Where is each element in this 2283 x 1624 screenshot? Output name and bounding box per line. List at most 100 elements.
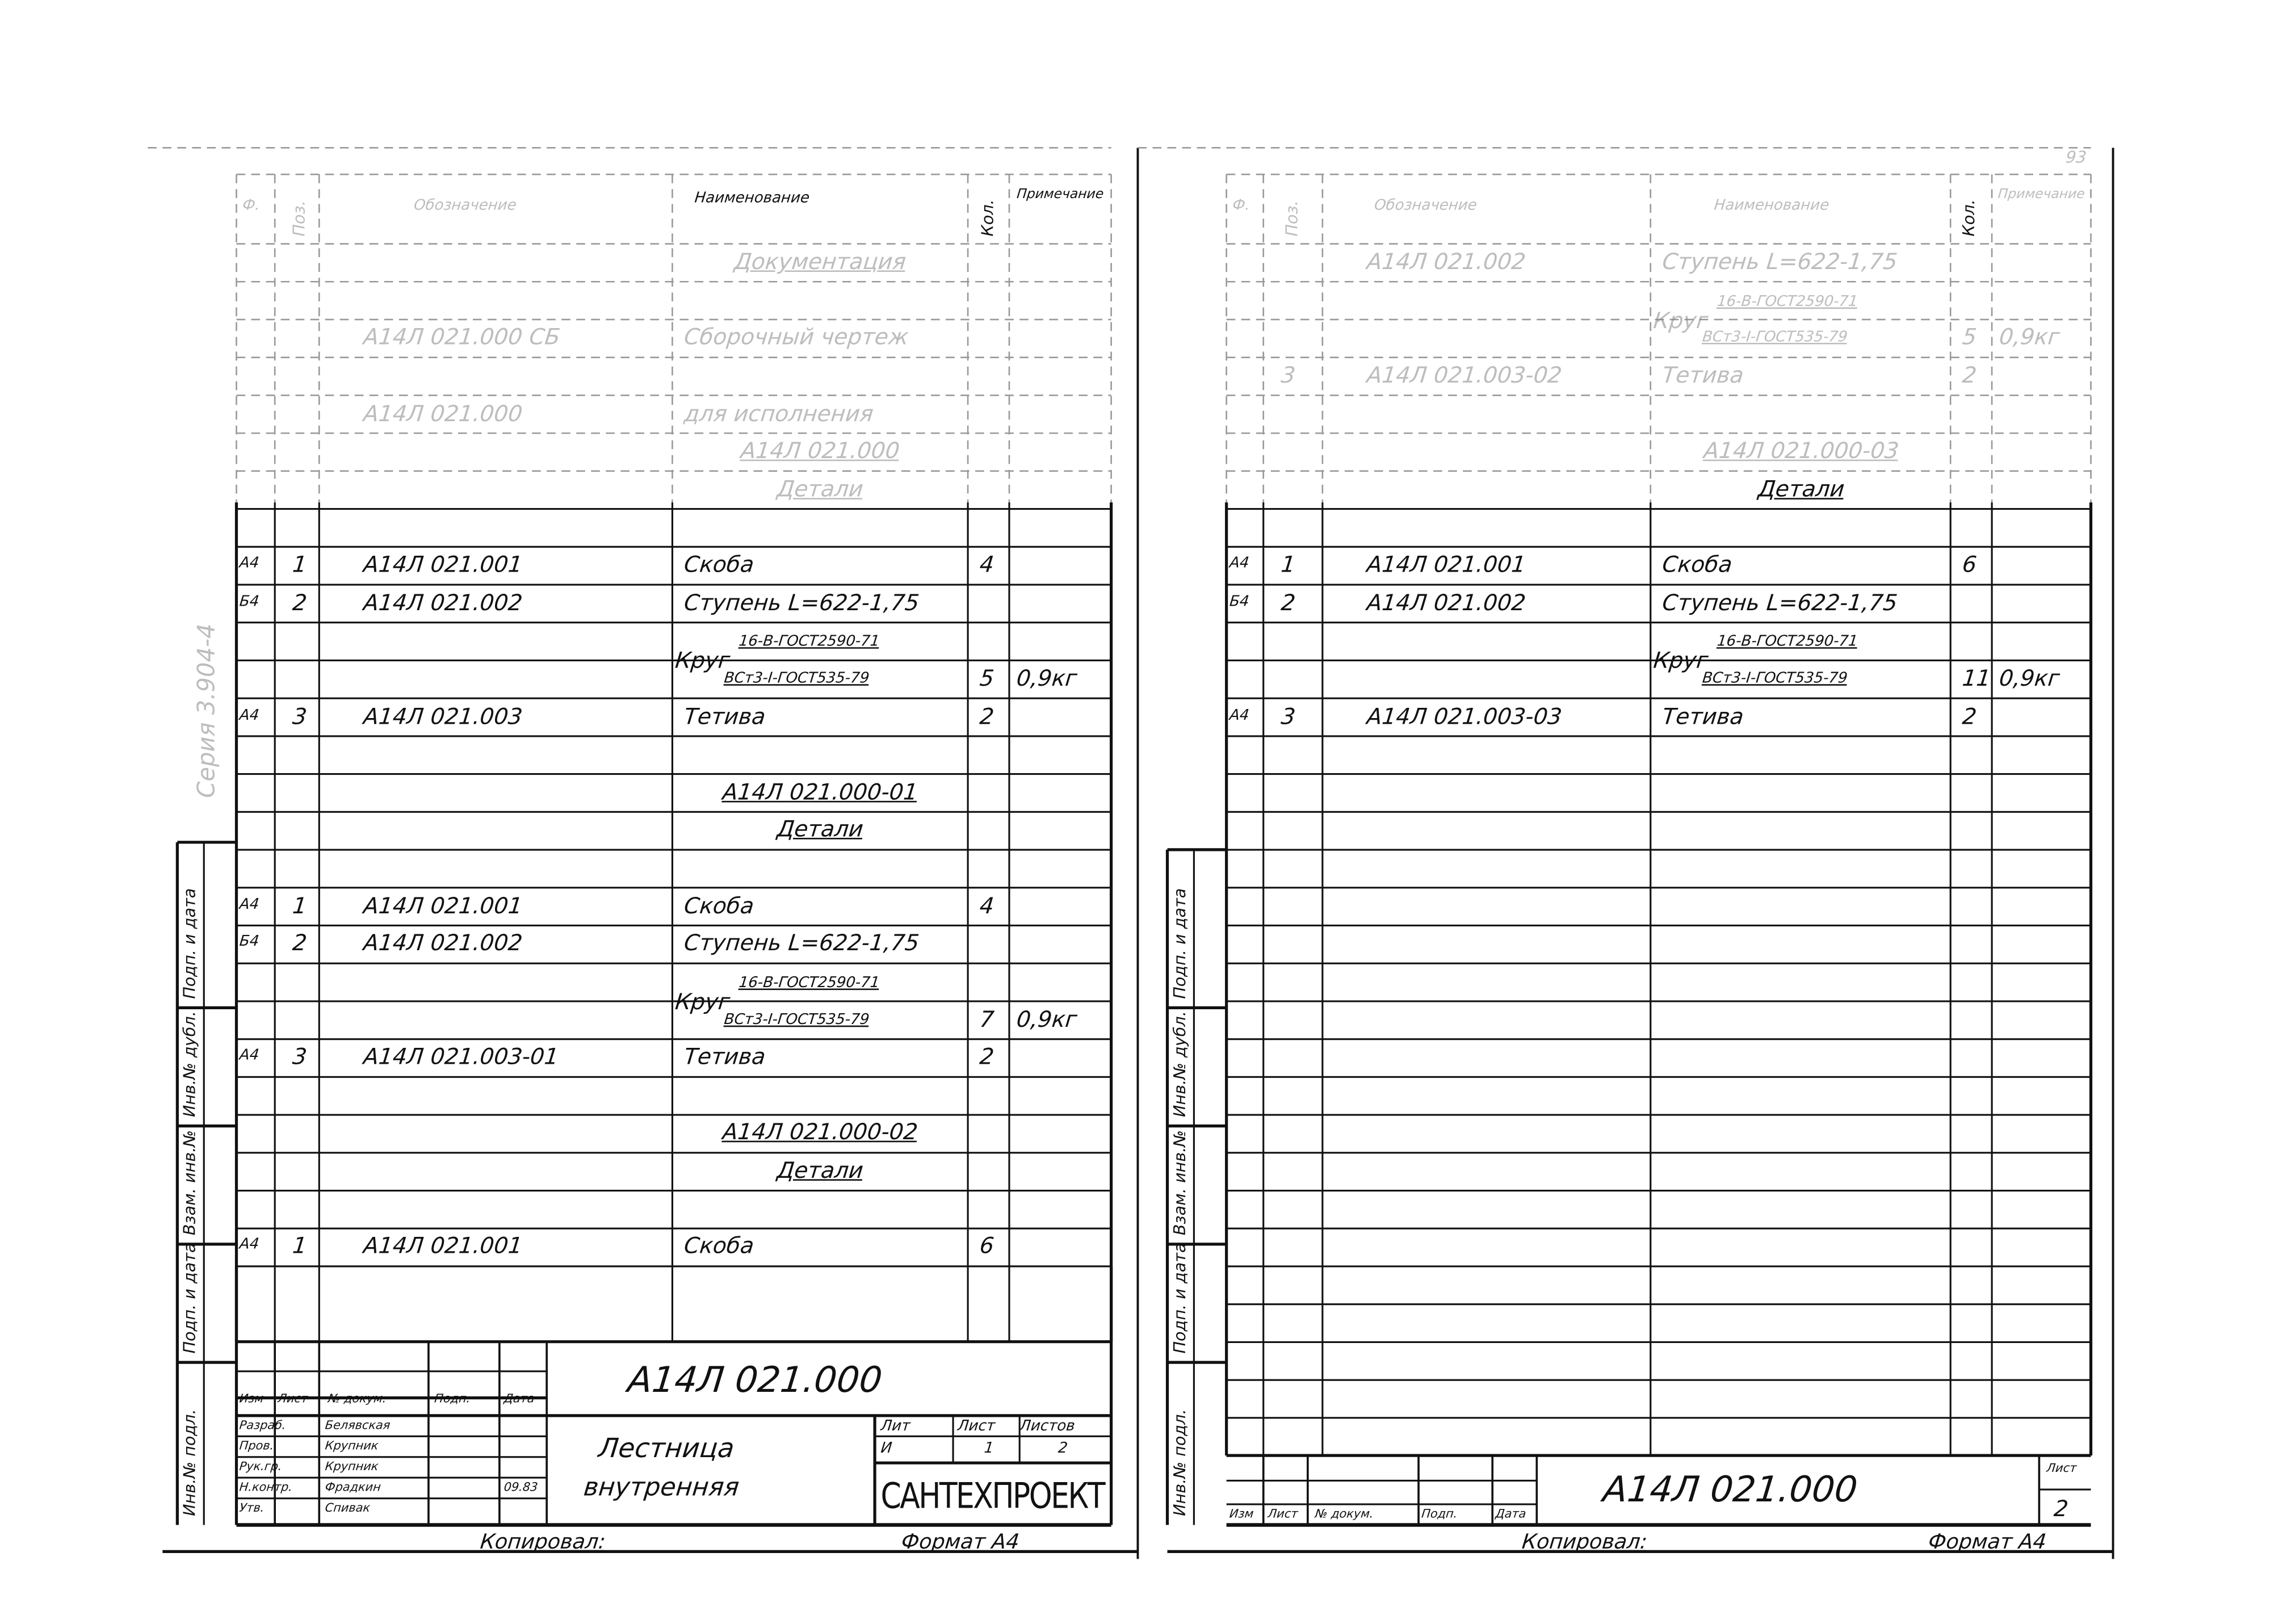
format-label: Формат А4: [900, 1530, 1021, 1555]
designation-cell: А14Л 021.003: [362, 702, 524, 729]
col-signature: Подп.: [1421, 1507, 1458, 1521]
position-cell: 3: [291, 702, 308, 729]
header-qty: Кол.: [1959, 199, 1979, 237]
col-list: Лист: [277, 1392, 309, 1405]
designation-cell: А14Л 021.003-01: [362, 1043, 560, 1071]
section-heading: А14Л 021.000-01: [721, 778, 920, 805]
quantity-cell: 6: [978, 1233, 996, 1260]
material-spec-2: ВСт3-I-ГОСТ535-79: [1701, 670, 1849, 687]
name-cell: Круг: [1652, 307, 1710, 334]
sheet-label: Лист: [956, 1419, 996, 1435]
header-format: Ф.: [241, 198, 261, 215]
designation-cell: А14Л 021.002: [1365, 589, 1527, 616]
side-stamp-label: Инв.№ дубл.: [1170, 1011, 1190, 1118]
name-cell: Тетива: [1661, 702, 1745, 729]
designation-cell: А14Л 021.002: [1365, 248, 1527, 275]
designation-cell: А14Л 021.002: [362, 930, 524, 957]
format-label: Формат А4: [1927, 1530, 2047, 1555]
col-signature: Подп.: [434, 1392, 471, 1405]
section-heading: Детали: [775, 475, 865, 502]
material-spec-2: ВСт3-I-ГОСТ535-79: [1701, 330, 1849, 346]
format-cell: Б4: [238, 593, 260, 610]
section-heading: Детали: [1756, 475, 1845, 502]
position-cell: 3: [1279, 362, 1297, 389]
page-number: 93: [2064, 148, 2088, 167]
side-stamp-label: Подп. и дата: [1170, 888, 1190, 999]
document-code: А14Л 021.000: [626, 1359, 884, 1401]
name-cell: для исполнения: [682, 400, 875, 427]
quantity-cell: 4: [978, 551, 996, 578]
format-cell: А4: [238, 707, 260, 724]
designation-cell: А14Л 021.001: [362, 1233, 524, 1260]
name-cell: Скоба: [682, 551, 756, 578]
quantity-cell: 7: [978, 1005, 996, 1033]
role-label: Н.контр.: [238, 1480, 293, 1494]
name-cell: Ступень L=622-1,75: [682, 930, 921, 957]
header-pos: Поз.: [289, 200, 309, 237]
format-cell: А4: [238, 1048, 260, 1064]
role-label: Рук.гр.: [238, 1459, 283, 1474]
designation-cell: А14Л 021.001: [362, 551, 524, 578]
col-doc-number: № докум.: [1314, 1507, 1374, 1521]
name-cell: Скоба: [682, 1233, 756, 1260]
header-note: Примечание: [1997, 187, 2086, 203]
name-cell: Ступень L=622-1,75: [1661, 589, 1899, 616]
name-cell: Тетива: [682, 1043, 767, 1071]
name-cell: Ступень L=622-1,75: [682, 589, 921, 616]
quantity-cell: 5: [978, 665, 996, 692]
title-line-2: внутренняя: [582, 1473, 741, 1503]
section-heading: Детали: [775, 1157, 865, 1184]
sheet-value: 2: [2053, 1495, 2070, 1522]
role-label: Утв.: [238, 1501, 265, 1515]
col-list: Лист: [1267, 1507, 1299, 1521]
note-cell: 0,9кг: [1015, 665, 1078, 692]
designation-cell: А14Л 021.000: [362, 400, 524, 427]
name-cell: Круг: [674, 647, 732, 674]
format-cell: А4: [238, 555, 260, 572]
header-designation: Обозначение: [413, 198, 518, 215]
material-spec-2: ВСт3-I-ГОСТ535-79: [723, 670, 870, 687]
organization-name: САНТЕХПРОЕКТ: [880, 1474, 1106, 1517]
section-heading: Детали: [775, 816, 865, 843]
person-name: Фрадкин: [324, 1480, 382, 1494]
quantity-cell: 2: [1961, 702, 1978, 729]
side-stamp-label: Инв.№ подл.: [1170, 1409, 1190, 1516]
col-date: Дата: [503, 1392, 535, 1405]
col-izm: Изм: [1228, 1507, 1254, 1521]
quantity-cell: 2: [978, 702, 996, 729]
series-label: Серия 3.904-4: [192, 623, 220, 798]
section-heading: Документация: [733, 248, 908, 275]
section-heading: А14Л 021.000-03: [1701, 437, 1900, 464]
quantity-cell: 11: [1961, 665, 1992, 692]
copied-label: Копировал:: [479, 1530, 607, 1555]
position-cell: 1: [291, 551, 308, 578]
position-cell: 1: [291, 1233, 308, 1260]
position-cell: 2: [291, 589, 308, 616]
name-cell: Круг: [1652, 647, 1710, 674]
material-spec-1: 16-В-ГОСТ2590-71: [738, 975, 880, 992]
lit-label: Лит: [880, 1419, 911, 1435]
designation-cell: А14Л 021.000 СБ: [362, 324, 562, 351]
format-cell: А4: [1228, 707, 1250, 724]
name-cell: Ступень L=622-1,75: [1661, 248, 1899, 275]
header-name: Наименование: [1713, 198, 1830, 215]
person-name: Крупник: [324, 1459, 379, 1474]
name-cell: Скоба: [682, 892, 756, 919]
position-cell: 2: [1279, 589, 1297, 616]
position-cell: 1: [1279, 551, 1297, 578]
designation-cell: А14Л 021.001: [1365, 551, 1527, 578]
quantity-cell: 2: [1961, 362, 1978, 389]
side-stamp-label: Подп. и дата: [1170, 1243, 1190, 1354]
role-label: Пров.: [238, 1439, 275, 1453]
sign-date: 09.83: [503, 1480, 539, 1494]
position-cell: 3: [1279, 702, 1297, 729]
col-doc-number: № докум.: [327, 1392, 387, 1405]
side-stamp-label: Взам. инв.№: [180, 1130, 200, 1236]
sheets-label: Листов: [1018, 1419, 1076, 1435]
name-cell: Тетива: [1661, 362, 1745, 389]
section-heading: А14Л 021.000: [739, 437, 901, 464]
header-designation: Обозначение: [1373, 198, 1478, 215]
quantity-cell: 2: [978, 1043, 996, 1071]
